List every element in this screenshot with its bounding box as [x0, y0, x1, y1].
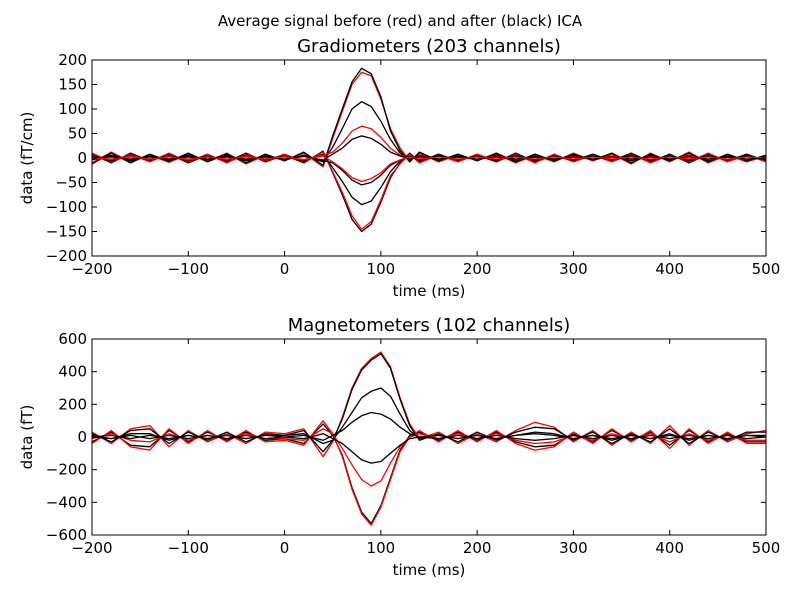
y-tick-label: 0	[77, 428, 87, 446]
series-line-after-7	[92, 433, 766, 464]
series-group	[92, 351, 766, 526]
x-axis-label: time (ms)	[393, 282, 466, 300]
x-tick-label: 100	[367, 260, 396, 278]
series-group	[92, 67, 766, 233]
panel-magnetometers: −200 −100 0 100 200 300 400 500 −600 −400 −200 0 200…	[18, 315, 780, 579]
x-tick-label: 500	[752, 260, 781, 278]
y-tick-label: −100	[46, 198, 87, 216]
figure-suptitle: Average signal before (red) and after (b…	[218, 12, 583, 30]
y-tick-label: 100	[58, 100, 87, 118]
y-tick-label: −200	[46, 247, 87, 265]
y-tick-label: −50	[55, 174, 87, 192]
panel-title: Gradiometers (203 channels)	[297, 36, 561, 57]
x-tick-label: 400	[655, 539, 684, 557]
y-axis-label: data (fT)	[18, 405, 36, 470]
x-tick-label: −200	[71, 539, 112, 557]
x-tick-label: −100	[168, 260, 209, 278]
panels: −200 −100 0 100 200 300 400 500−200−150−100−500…	[18, 36, 780, 579]
y-tick-label: −600	[46, 526, 87, 544]
y-axis-label: data (fT/cm)	[18, 112, 36, 205]
y-tick-label: 600	[58, 330, 87, 348]
x-tick-label: 500	[752, 539, 781, 557]
y-tick-label: −400	[46, 493, 87, 511]
y-tick-label: −150	[46, 223, 87, 241]
y-tick-label: 400	[58, 363, 87, 381]
x-tick-label: 200	[463, 539, 492, 557]
x-tick-label: 400	[655, 260, 684, 278]
x-tick-label: 300	[559, 539, 588, 557]
series-line-before-9	[92, 155, 766, 183]
x-tick-label: −200	[71, 260, 112, 278]
y-tick-label: −200	[46, 461, 87, 479]
x-tick-label: 0	[280, 539, 290, 557]
y-tick-label: 200	[58, 395, 87, 413]
panel-title: Magnetometers (102 channels)	[288, 315, 571, 336]
x-axis-label: time (ms)	[393, 561, 466, 579]
x-tick-label: 200	[463, 260, 492, 278]
series-line-after-8	[92, 135, 766, 161]
series-line-after-6	[92, 411, 766, 441]
y-tick-label: 200	[58, 51, 87, 69]
x-tick-label: 0	[280, 260, 290, 278]
x-tick-label: −100	[168, 539, 209, 557]
panel-gradiometers: −200 −100 0 100 200 300 400 500 −200 −150 −100 −50 0…	[18, 36, 780, 300]
y-tick-label: 150	[58, 76, 87, 94]
x-tick-label: 100	[367, 539, 396, 557]
y-tick-label: 50	[68, 125, 87, 143]
x-tick-label: 300	[559, 260, 588, 278]
y-tick-label: 0	[77, 149, 87, 167]
